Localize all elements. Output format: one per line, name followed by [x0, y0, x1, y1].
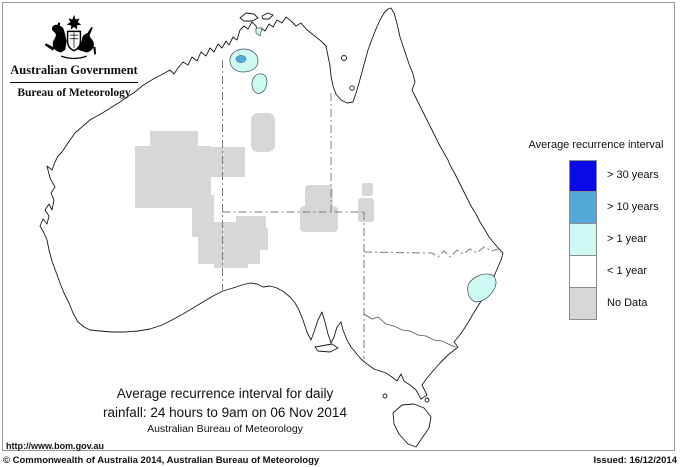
gov-title: Australian Government [10, 63, 138, 77]
legend-swatch [569, 191, 597, 224]
bureau-title: Bureau of Meteorology [17, 87, 131, 99]
legend-item: > 1 year [569, 223, 675, 256]
map-title-line1: Average recurrence interval for daily [116, 386, 334, 401]
site-url: http://www.bom.gov.au [6, 441, 104, 451]
legend-label: < 1 year [607, 265, 648, 277]
coastline-islands [239, 12, 432, 448]
legend: Average recurrence interval > 30 years > … [517, 139, 675, 320]
legend-items: > 30 years > 10 years > 1 year < 1 year No D… [569, 160, 675, 320]
legend-item: No Data [569, 287, 675, 320]
coastline-tasmania [392, 403, 432, 448]
legend-swatch [569, 287, 597, 320]
coastline-mainland [39, 7, 504, 400]
map-title: Average recurrence interval for daily ra… [75, 384, 375, 436]
state-borders [222, 60, 502, 359]
legend-label: No Data [607, 297, 648, 309]
legend-title: Average recurrence interval [528, 139, 664, 151]
legend-swatch [569, 223, 597, 256]
murray-river-border [363, 313, 457, 348]
legend-item: < 1 year [569, 255, 675, 288]
map-title-line3: Australian Bureau of Meteorology [147, 423, 303, 435]
legend-swatch [569, 255, 597, 288]
gov-title-rule [10, 82, 138, 83]
recurrence-gt10-region [235, 55, 247, 63]
legend-label: > 10 years [607, 201, 659, 213]
gov-header: Australian Government Bureau of Meteorol… [6, 12, 142, 99]
legend-label: > 1 year [607, 233, 648, 245]
map-title-line2: rainfall: 24 hours to 9am on 06 Nov 2014 [103, 405, 347, 420]
legend-label: > 30 years [607, 169, 659, 181]
footer: © Commonwealth of Australia 2014, Austra… [0, 455, 680, 467]
coat-of-arms-icon [44, 14, 96, 60]
legend-item: > 30 years [569, 160, 675, 192]
legend-item: > 10 years [569, 191, 675, 224]
issued-date: Issued: 16/12/2014 [593, 455, 677, 466]
legend-swatch [569, 160, 597, 192]
recurrence-gt1-region [229, 27, 497, 303]
copyright-text: © Commonwealth of Australia 2014, Austra… [3, 455, 320, 466]
